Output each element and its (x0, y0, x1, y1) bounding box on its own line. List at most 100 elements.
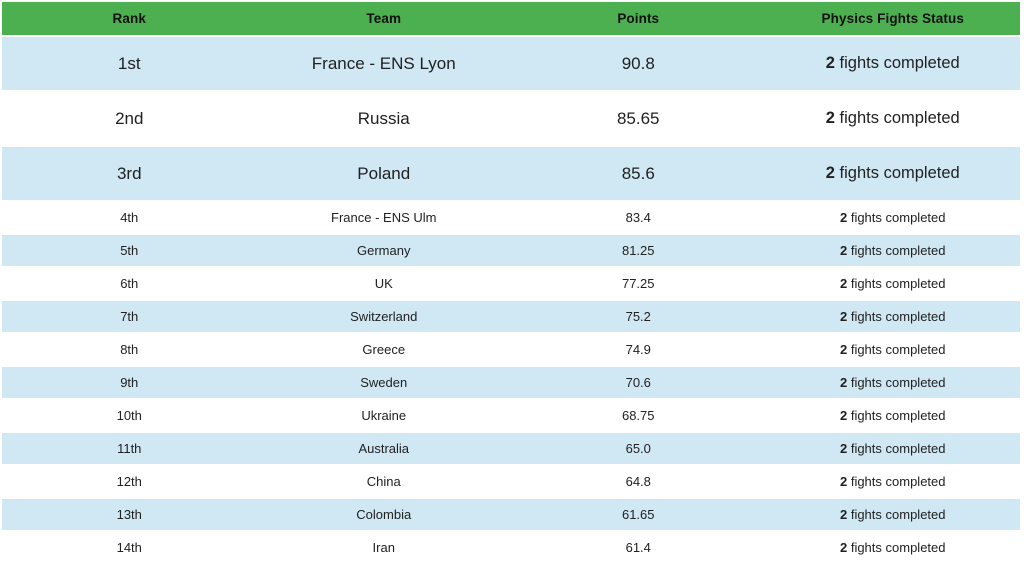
table-row: 4th France - ENS Ulm 83.4 2 fights compl… (2, 201, 1020, 235)
rank-cell: 11th (2, 432, 257, 466)
table-row: 10th Ukraine 68.75 2 fights completed (2, 399, 1020, 433)
team-cell: Colombia (256, 498, 511, 532)
table-row: 6th UK 77.25 2 fights completed (2, 267, 1020, 301)
status-text: fights completed (847, 507, 946, 522)
points-cell: 65.0 (511, 432, 766, 466)
rank-cell: 10th (2, 399, 257, 433)
points-cell: 64.8 (511, 465, 766, 499)
team-cell: Poland (256, 146, 511, 202)
fights-count: 2 (839, 474, 848, 489)
rank-cell: 1st (2, 36, 257, 92)
fights-count: 2 (825, 54, 835, 72)
table-row: 8th Greece 74.9 2 fights completed (2, 333, 1020, 367)
status-cell: 2 fights completed (765, 333, 1020, 367)
table-row: 12th China 64.8 2 fights completed (2, 465, 1020, 499)
fights-count: 2 (839, 408, 848, 423)
rank-cell: 2nd (2, 91, 257, 147)
status-cell: 2 fights completed (765, 531, 1020, 563)
rank-cell: 3rd (2, 146, 257, 202)
status-text: fights completed (847, 210, 946, 225)
team-cell: Iran (256, 531, 511, 563)
points-cell: 81.25 (511, 234, 766, 268)
team-cell: China (256, 465, 511, 499)
team-cell: France - ENS Ulm (256, 201, 511, 235)
status-cell: 2 fights completed (765, 432, 1020, 466)
table-row: 11th Australia 65.0 2 fights completed (2, 432, 1020, 466)
fights-count: 2 (839, 210, 848, 225)
status-text: fights completed (834, 54, 960, 72)
table-row: 14th Iran 61.4 2 fights completed (2, 531, 1020, 563)
points-cell: 61.65 (511, 498, 766, 532)
table-row: 5th Germany 81.25 2 fights completed (2, 234, 1020, 268)
points-cell: 90.8 (511, 36, 766, 92)
status-cell: 2 fights completed (765, 91, 1020, 147)
column-header-status: Physics Fights Status (765, 2, 1020, 37)
header-row: Rank Team Points Physics Fights Status (2, 2, 1020, 37)
table-row: 1st France - ENS Lyon 90.8 2 fights comp… (2, 36, 1020, 92)
rank-cell: 14th (2, 531, 257, 563)
table-row: 7th Switzerland 75.2 2 fights completed (2, 300, 1020, 334)
status-cell: 2 fights completed (765, 498, 1020, 532)
status-cell: 2 fights completed (765, 201, 1020, 235)
status-text: fights completed (847, 408, 946, 423)
rank-cell: 6th (2, 267, 257, 301)
status-cell: 2 fights completed (765, 366, 1020, 400)
status-text: fights completed (847, 243, 946, 258)
points-cell: 83.4 (511, 201, 766, 235)
fights-count: 2 (825, 164, 835, 182)
status-cell: 2 fights completed (765, 234, 1020, 268)
fights-count: 2 (839, 243, 848, 258)
status-text: fights completed (847, 441, 946, 456)
status-text: fights completed (847, 540, 946, 555)
points-cell: 74.9 (511, 333, 766, 367)
rank-cell: 4th (2, 201, 257, 235)
team-cell: Australia (256, 432, 511, 466)
team-cell: UK (256, 267, 511, 301)
status-text: fights completed (834, 109, 960, 127)
status-cell: 2 fights completed (765, 465, 1020, 499)
status-text: fights completed (847, 342, 946, 357)
table-header: Rank Team Points Physics Fights Status (2, 2, 1020, 37)
team-cell: Greece (256, 333, 511, 367)
status-text: fights completed (847, 375, 946, 390)
rank-cell: 12th (2, 465, 257, 499)
rank-cell: 13th (2, 498, 257, 532)
points-cell: 61.4 (511, 531, 766, 563)
fights-count: 2 (839, 276, 848, 291)
fights-count: 2 (839, 342, 848, 357)
status-text: fights completed (847, 309, 946, 324)
column-header-team: Team (256, 2, 511, 37)
points-cell: 77.25 (511, 267, 766, 301)
status-text: fights completed (847, 276, 946, 291)
fights-count: 2 (839, 309, 848, 324)
points-cell: 75.2 (511, 300, 766, 334)
team-cell: France - ENS Lyon (256, 36, 511, 92)
points-cell: 70.6 (511, 366, 766, 400)
points-cell: 85.6 (511, 146, 766, 202)
column-header-rank: Rank (2, 2, 257, 37)
table-row: 9th Sweden 70.6 2 fights completed (2, 366, 1020, 400)
status-text: fights completed (847, 474, 946, 489)
team-cell: Switzerland (256, 300, 511, 334)
table-row: 3rd Poland 85.6 2 fights completed (2, 146, 1020, 202)
rank-cell: 8th (2, 333, 257, 367)
points-cell: 85.65 (511, 91, 766, 147)
fights-count: 2 (839, 375, 848, 390)
status-cell: 2 fights completed (765, 146, 1020, 202)
table-row: 13th Colombia 61.65 2 fights completed (2, 498, 1020, 532)
column-header-points: Points (511, 2, 766, 37)
rank-cell: 5th (2, 234, 257, 268)
rank-cell: 7th (2, 300, 257, 334)
table-body: 1st France - ENS Lyon 90.8 2 fights comp… (2, 36, 1020, 563)
fights-count: 2 (839, 540, 848, 555)
fights-count: 2 (839, 507, 848, 522)
status-cell: 2 fights completed (765, 36, 1020, 92)
fights-count: 2 (839, 441, 848, 456)
team-cell: Ukraine (256, 399, 511, 433)
status-text: fights completed (834, 164, 960, 182)
status-cell: 2 fights completed (765, 399, 1020, 433)
status-cell: 2 fights completed (765, 267, 1020, 301)
team-cell: Germany (256, 234, 511, 268)
